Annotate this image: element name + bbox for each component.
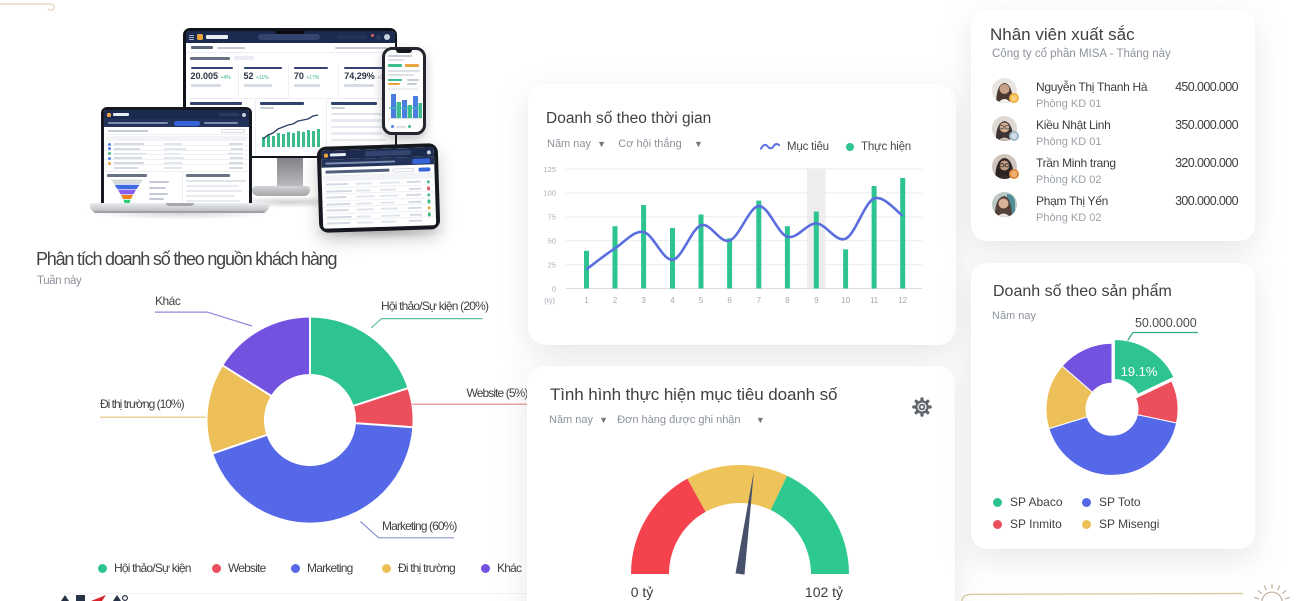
svg-text:5: 5 [699, 296, 704, 305]
svg-text:0: 0 [552, 285, 556, 294]
svg-text:102 tỷ: 102 tỷ [805, 584, 843, 600]
svg-text:1: 1 [584, 296, 589, 305]
svg-text:12: 12 [898, 296, 907, 305]
svg-text:6: 6 [727, 296, 732, 305]
svg-text:10: 10 [841, 296, 850, 305]
svg-text:7: 7 [757, 296, 762, 305]
svg-text:11: 11 [870, 296, 879, 305]
svg-text:100: 100 [543, 189, 556, 198]
svg-text:125: 125 [543, 165, 556, 174]
svg-text:50: 50 [548, 237, 556, 246]
svg-text:75: 75 [548, 213, 556, 222]
svg-text:3: 3 [641, 296, 646, 305]
svg-text:8: 8 [785, 296, 790, 305]
svg-text:9: 9 [814, 296, 819, 305]
svg-text:0 tỷ: 0 tỷ [631, 584, 654, 600]
svg-text:(tỷ): (tỷ) [544, 296, 555, 305]
svg-text:25: 25 [548, 261, 556, 270]
svg-text:4: 4 [670, 296, 675, 305]
svg-text:19.1%: 19.1% [1121, 364, 1158, 379]
svg-text:2: 2 [613, 296, 618, 305]
